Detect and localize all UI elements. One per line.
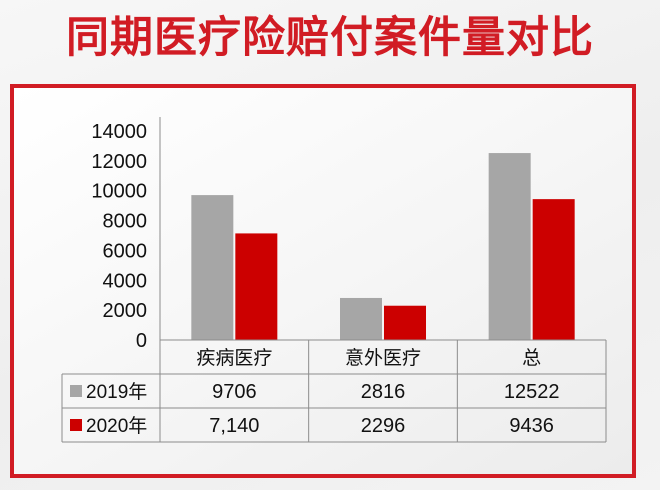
y-tick-label: 2000 xyxy=(103,300,148,322)
bar-2-2 xyxy=(384,305,426,340)
bar-1-2 xyxy=(340,297,382,340)
y-tick-label: 10000 xyxy=(91,181,147,203)
y-tick-label: 0 xyxy=(136,330,147,352)
data-label: 2296 xyxy=(361,415,406,437)
legend-label: 2020年 xyxy=(86,415,147,437)
chart-frame xyxy=(10,84,636,478)
y-tick-label: 4000 xyxy=(103,270,148,292)
category-label: 总 xyxy=(522,347,541,369)
y-tick-label: 14000 xyxy=(91,121,147,143)
category-label: 意外医疗 xyxy=(345,347,421,369)
data-label: 9706 xyxy=(212,381,257,403)
data-label: 9436 xyxy=(509,415,554,437)
data-label: 2816 xyxy=(361,381,406,403)
y-tick-label: 6000 xyxy=(103,240,148,262)
bar-2-3 xyxy=(532,199,575,340)
legend-label: 2019年 xyxy=(86,381,147,403)
legend-key-2 xyxy=(70,419,82,431)
category-label: 疾病医疗 xyxy=(196,347,272,369)
y-tick-label: 8000 xyxy=(103,211,148,233)
legend-key-1 xyxy=(70,385,82,397)
data-label: 12522 xyxy=(504,381,560,403)
bar-2-1 xyxy=(235,233,278,340)
bar-1-1 xyxy=(191,195,234,340)
bar-1-3 xyxy=(488,153,531,340)
chart-title: 同期医疗险赔付案件量对比 xyxy=(66,13,594,63)
y-tick-label: 12000 xyxy=(91,151,147,173)
data-label: 7,140 xyxy=(209,415,259,437)
